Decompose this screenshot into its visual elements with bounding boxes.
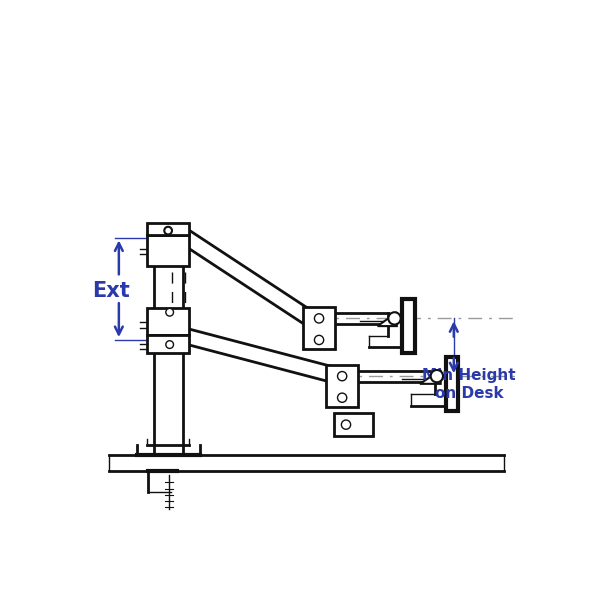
Circle shape: [431, 370, 443, 382]
Circle shape: [166, 308, 173, 316]
Circle shape: [166, 341, 173, 349]
Circle shape: [338, 393, 347, 403]
Bar: [148, 235, 189, 266]
Polygon shape: [377, 312, 397, 326]
Circle shape: [164, 227, 172, 235]
Bar: [303, 307, 335, 349]
Bar: [334, 413, 373, 436]
Bar: [446, 357, 458, 411]
Bar: [402, 299, 415, 353]
Circle shape: [314, 335, 323, 344]
Circle shape: [388, 312, 401, 325]
Circle shape: [314, 314, 323, 323]
Bar: [148, 335, 189, 353]
Text: Ext: Ext: [92, 281, 130, 301]
Polygon shape: [420, 370, 441, 384]
Text: Min Height
on Desk: Min Height on Desk: [422, 368, 516, 401]
Circle shape: [341, 420, 350, 429]
Bar: [148, 223, 189, 235]
Bar: [326, 365, 358, 407]
Bar: [148, 308, 189, 335]
Circle shape: [338, 371, 347, 381]
